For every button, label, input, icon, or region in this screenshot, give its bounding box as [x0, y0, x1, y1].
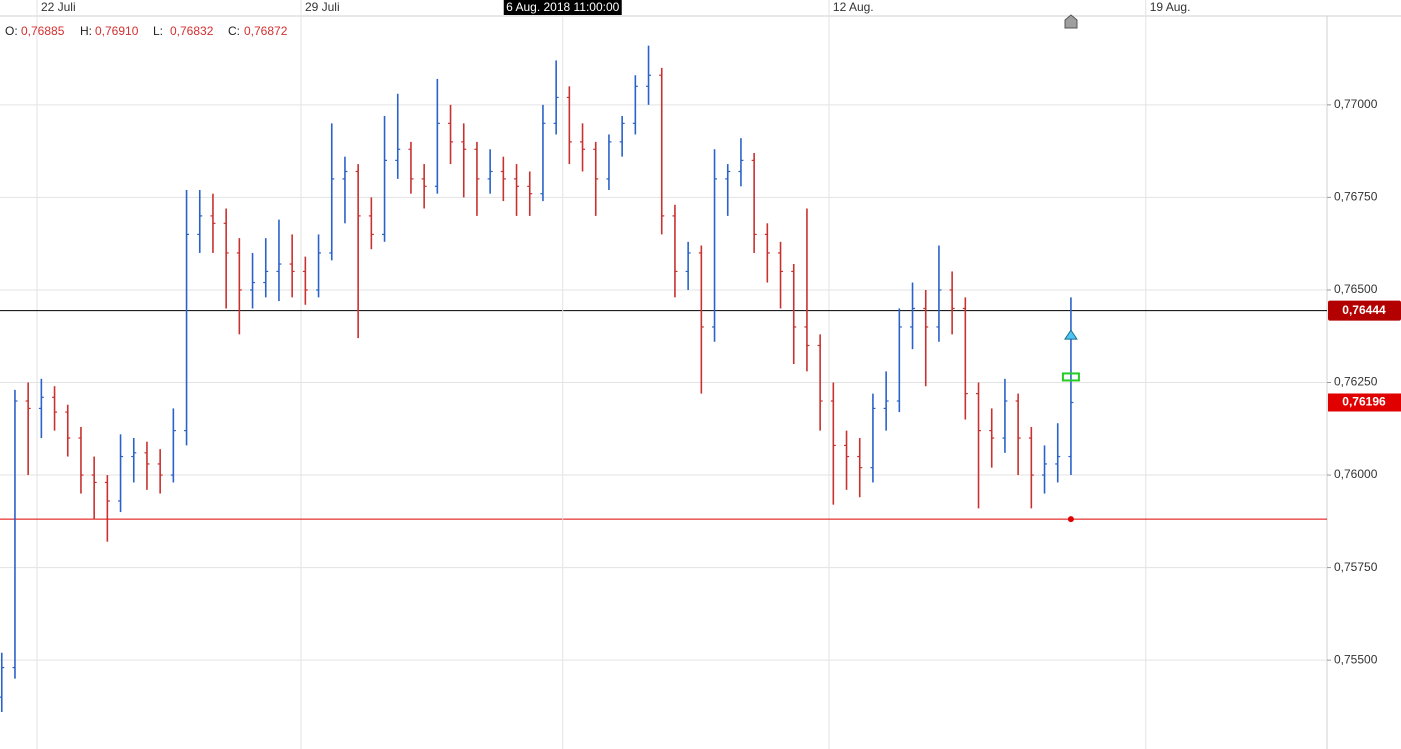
scroll-icon[interactable] — [1064, 14, 1078, 29]
readout-value: 0,76910 — [95, 24, 139, 38]
price-label: 0,76444 — [1342, 303, 1386, 317]
y-tick-label: 0,76750 — [1334, 190, 1378, 204]
readout-value: 0,76832 — [170, 24, 214, 38]
price-label-box — [1328, 300, 1401, 321]
readout-value: 0,76885 — [21, 24, 65, 38]
x-tick-label: 12 Aug. — [833, 0, 874, 14]
readout-label: L: — [153, 24, 163, 38]
marker-rect — [1061, 372, 1080, 382]
x-tick-label: 29 Juli — [305, 0, 340, 14]
marker-dot — [1067, 516, 1074, 523]
last-price-label: 0,76196 — [1342, 395, 1386, 409]
crosshair-label: 6 Aug. 2018 11:00:00 — [506, 0, 620, 14]
marker-triangle — [1063, 329, 1078, 340]
x-tick-label: 19 Aug. — [1150, 0, 1191, 14]
last-price-box — [1328, 393, 1401, 412]
y-tick-label: 0,77000 — [1334, 97, 1378, 111]
y-tick-label: 0,75500 — [1334, 652, 1378, 666]
readout-label: H: — [80, 24, 92, 38]
crosshair-box — [503, 0, 622, 15]
readout-label: O: — [5, 24, 18, 38]
readout-label: C: — [228, 24, 240, 38]
x-tick-label: 22 Juli — [41, 0, 76, 14]
y-tick-label: 0,76250 — [1334, 375, 1378, 389]
y-tick-label: 0,76000 — [1334, 467, 1378, 481]
y-tick-label: 0,76500 — [1334, 282, 1378, 296]
readout-value: 0,76872 — [244, 24, 288, 38]
y-tick-label: 0,75750 — [1334, 560, 1378, 574]
